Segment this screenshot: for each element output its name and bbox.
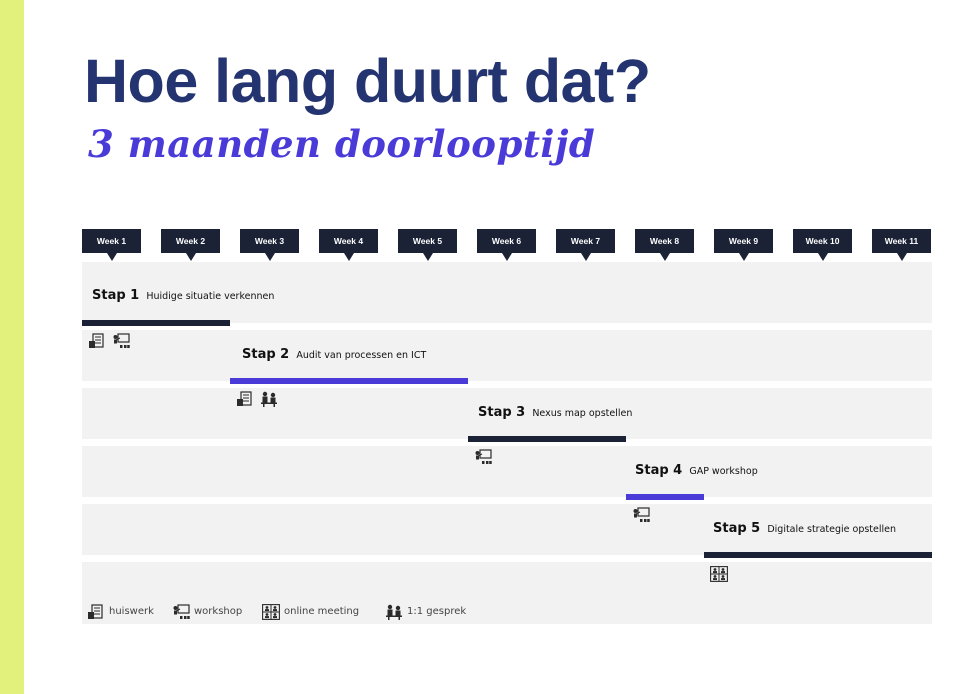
week-header: Week 3 [240,229,299,261]
online-meeting-icon [710,566,728,582]
step-label: Stap 2 Audit van processen en ICT [242,343,426,362]
step-duration-bar [626,494,704,500]
week-header: Week 4 [319,229,378,261]
timeline-chart: Week 1 Week 2 Week 3 Week 4 Week 5 Week 6 Week… [82,226,932,624]
workshop-icon [632,507,650,523]
step-description: Nexus map opstellen [532,408,633,419]
timeline-row-band [82,330,932,381]
one-on-one-icon [260,391,278,407]
week-header: Week 6 [477,229,536,261]
homework-icon [236,391,254,407]
step-label: Stap 3 Nexus map opstellen [478,401,632,420]
step-number: Stap 2 [242,347,290,362]
homework-icon [87,604,105,620]
step-duration-bar [468,436,626,442]
timeline-row-band [82,562,932,624]
week-header: Week 8 [635,229,694,261]
week-header: Week 11 [872,229,931,261]
week-header: Week 9 [714,229,773,261]
legend-label: 1:1 gesprek [407,606,467,617]
step-duration-bar [230,378,468,384]
step-number: Stap 3 [478,405,526,420]
step-description: Audit van processen en ICT [296,350,427,361]
step-number: Stap 4 [635,463,683,478]
step-description: GAP workshop [689,466,758,477]
workshop-icon [112,333,130,349]
step-duration-bar [704,552,932,558]
step-duration-bar [82,320,230,326]
week-header: Week 2 [161,229,220,261]
page-subtitle: 3 maanden doorlooptijd [88,122,596,166]
page-title: Hoe lang duurt dat? [84,47,651,115]
timeline-row-band [82,504,932,555]
homework-icon [88,333,106,349]
step-description: Huidige situatie verkennen [146,291,275,302]
one-on-one-icon [385,604,403,620]
week-header: Week 1 [82,229,141,261]
workshop-icon [474,449,492,465]
step-label: Stap 4 GAP workshop [635,459,758,478]
step-label: Stap 1 Huidige situatie verkennen [92,284,274,303]
week-header: Week 5 [398,229,457,261]
legend-label: huiswerk [109,606,154,617]
week-header: Week 7 [556,229,615,261]
week-header: Week 10 [793,229,852,261]
online-meeting-icon [262,604,280,620]
legend-label: online meeting [284,606,360,617]
accent-stripe [0,0,24,694]
step-label: Stap 5 Digitale strategie opstellen [713,517,896,536]
step-number: Stap 1 [92,288,140,303]
timeline-row-band [82,388,932,439]
step-description: Digitale strategie opstellen [767,524,897,535]
workshop-icon [172,604,190,620]
timeline-row-band [82,262,932,323]
legend-label: workshop [194,606,243,617]
timeline-row-band [82,446,932,497]
step-number: Stap 5 [713,521,761,536]
